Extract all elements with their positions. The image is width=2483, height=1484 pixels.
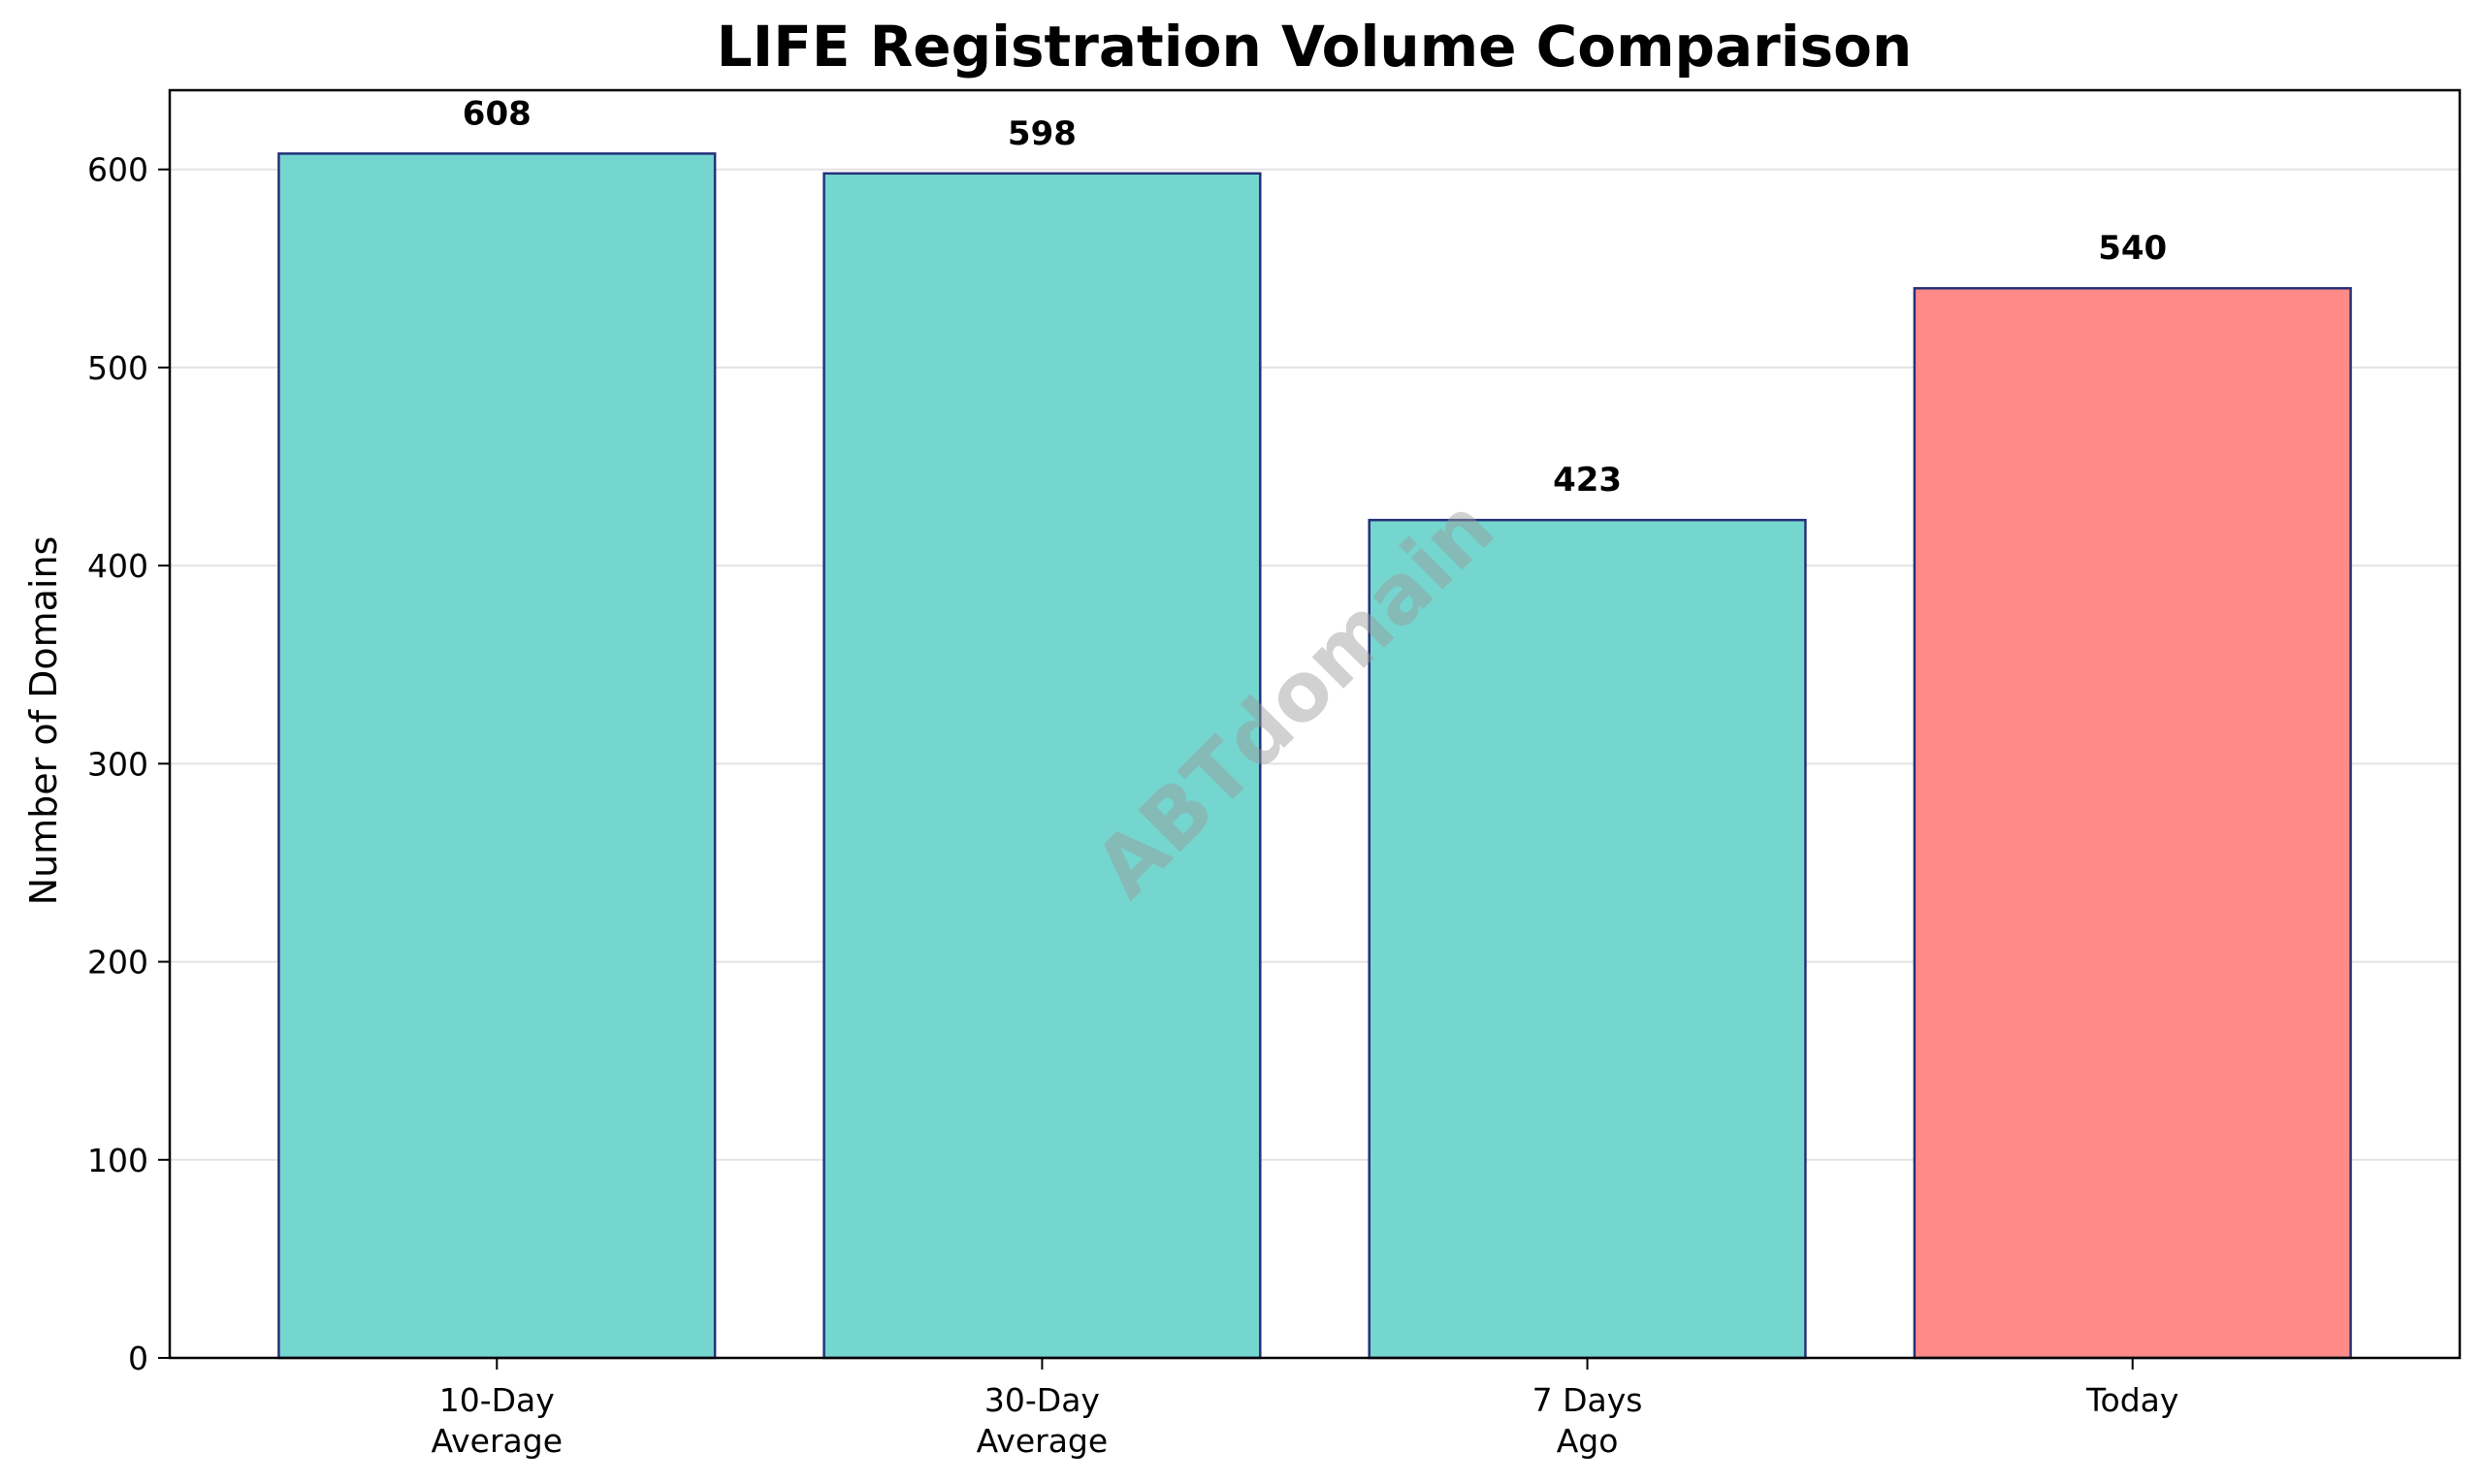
- bar-value-label: 598: [1008, 114, 1077, 153]
- x-tick-label: 30-Day Average: [977, 1381, 1109, 1460]
- bars: [277, 152, 2352, 1360]
- y-tick-label: 600: [87, 151, 148, 189]
- y-tick-label: 500: [87, 349, 148, 387]
- y-tick-label: 100: [87, 1142, 148, 1179]
- plot-frame: [168, 88, 2462, 1360]
- y-tick-label: 200: [87, 944, 148, 982]
- bar-value-label: 423: [1553, 461, 1622, 500]
- x-tick-label: Today: [2085, 1381, 2178, 1419]
- y-tick-label: 300: [87, 745, 148, 783]
- bar-value-labels: 608 598 423 540: [463, 94, 2167, 500]
- chart-title: LIFE Registration Volume Comparison: [717, 14, 1913, 80]
- bar: [822, 172, 1262, 1360]
- bar: [1368, 518, 1807, 1360]
- x-tick-label: 10-Day Average: [432, 1381, 564, 1460]
- y-tick-label: 0: [128, 1339, 148, 1377]
- y-tick-label: 400: [87, 547, 148, 585]
- y-axis-label: Number of Domains: [22, 536, 65, 906]
- bar: [277, 152, 717, 1360]
- bar-value-label: 540: [2098, 229, 2167, 268]
- y-axis: 0 100 200 300 400 500 600: [87, 151, 170, 1377]
- bar: [1913, 286, 2352, 1360]
- x-axis: 10-Day Average 30-Day Average 7 Days Ago Today: [432, 1358, 2178, 1460]
- x-tick-label: 7 Days Ago: [1532, 1381, 1643, 1460]
- bar-value-label: 608: [463, 94, 532, 133]
